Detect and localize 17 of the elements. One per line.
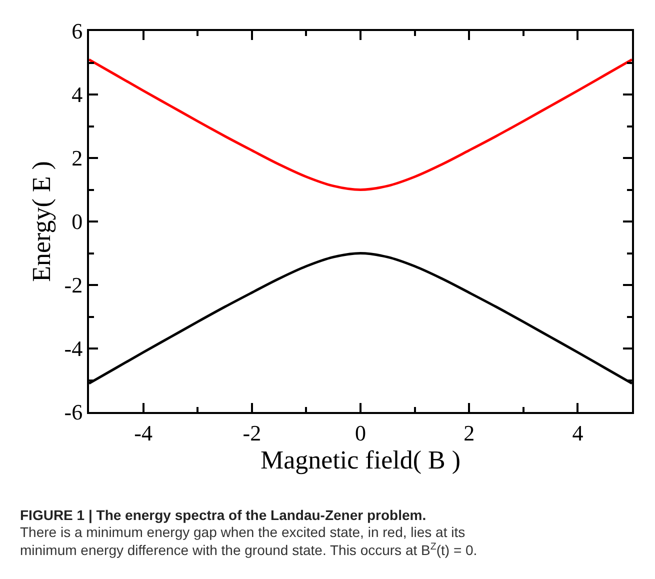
- y-tick-label: 0: [72, 209, 83, 234]
- x-axis-title: Magnetic field( B ): [260, 445, 460, 474]
- x-tick-label: 2: [464, 420, 475, 446]
- line-series: [89, 58, 632, 191]
- x-tick-label: 4: [572, 420, 584, 446]
- y-tick-label: 6: [72, 18, 83, 44]
- text: There is a minimum energy gap when the excited state, in red, lies at its minimum energy difference with the ground state. This occurs at B$^{Z}$(t) = 0.: [20, 524, 478, 558]
- y-tick-label: -6: [64, 400, 83, 425]
- y-tick-label: -4: [64, 336, 83, 362]
- text: FIGURE 1 | The energy spectra of the Landau-Zener problem.: [20, 507, 426, 524]
- y-tick-label: 2: [72, 146, 83, 171]
- x-tick-label: -2: [242, 420, 262, 446]
- x-tick-label: -4: [134, 420, 152, 446]
- y-tick-label: -2: [64, 272, 83, 298]
- y-axis-title: Energy( E ): [27, 161, 56, 282]
- y-tick-label: 4: [72, 82, 83, 108]
- x-tick-label: 0: [355, 420, 366, 446]
